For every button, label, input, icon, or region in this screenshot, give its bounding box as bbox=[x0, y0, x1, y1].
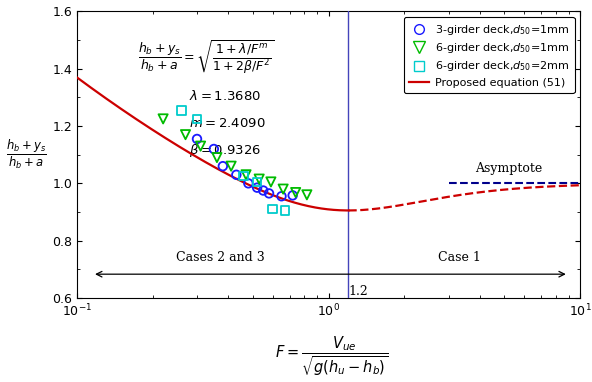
Text: $\lambda = 1.3680$: $\lambda = 1.3680$ bbox=[189, 89, 262, 103]
Text: 1.2: 1.2 bbox=[349, 285, 368, 298]
Legend: 3-girder deck,$d_{50}$=1mm, 6-girder deck,$d_{50}$=1mm, 6-girder deck,$d_{50}$=2: 3-girder deck,$d_{50}$=1mm, 6-girder dec… bbox=[404, 17, 575, 94]
Point bbox=[280, 207, 289, 214]
Point bbox=[252, 179, 262, 185]
Point bbox=[209, 146, 218, 152]
Text: Asymptote: Asymptote bbox=[475, 162, 542, 175]
Point bbox=[278, 186, 288, 192]
Text: Cases 2 and 3: Cases 2 and 3 bbox=[176, 251, 264, 264]
Text: $\beta = 0.9326$: $\beta = 0.9326$ bbox=[189, 142, 262, 159]
Point bbox=[291, 189, 300, 196]
Point bbox=[255, 176, 264, 182]
Text: Case 1: Case 1 bbox=[437, 251, 481, 264]
Point bbox=[302, 192, 311, 198]
Point bbox=[192, 116, 202, 122]
Text: $\frac{h_b + y_s}{h_b + a}$: $\frac{h_b + y_s}{h_b + a}$ bbox=[7, 138, 47, 172]
Point bbox=[242, 172, 251, 178]
Text: $\dfrac{h_b + y_s}{h_b + a} = \sqrt{\dfrac{1 + \lambda/F^m}{1 + 2\beta/F^2}}$: $\dfrac{h_b + y_s}{h_b + a} = \sqrt{\dfr… bbox=[138, 39, 275, 77]
Point bbox=[259, 188, 268, 194]
Point bbox=[266, 179, 276, 185]
Point bbox=[252, 185, 262, 191]
Point bbox=[239, 173, 249, 179]
Point bbox=[159, 116, 168, 122]
Point bbox=[264, 190, 274, 196]
Point bbox=[231, 172, 241, 178]
Point bbox=[181, 131, 190, 138]
Text: $F = \dfrac{V_{ue}}{\sqrt{g(h_u - h_b)}}$: $F = \dfrac{V_{ue}}{\sqrt{g(h_u - h_b)}}… bbox=[275, 335, 388, 378]
Point bbox=[212, 154, 221, 160]
Point bbox=[176, 107, 186, 113]
Point bbox=[288, 193, 297, 199]
Point bbox=[218, 163, 227, 169]
Point bbox=[276, 193, 286, 199]
Text: $m = 2.4090$: $m = 2.4090$ bbox=[189, 117, 266, 130]
Point bbox=[192, 136, 202, 142]
Point bbox=[244, 180, 253, 186]
Point bbox=[268, 206, 278, 212]
Point bbox=[196, 143, 205, 149]
Point bbox=[226, 163, 236, 169]
